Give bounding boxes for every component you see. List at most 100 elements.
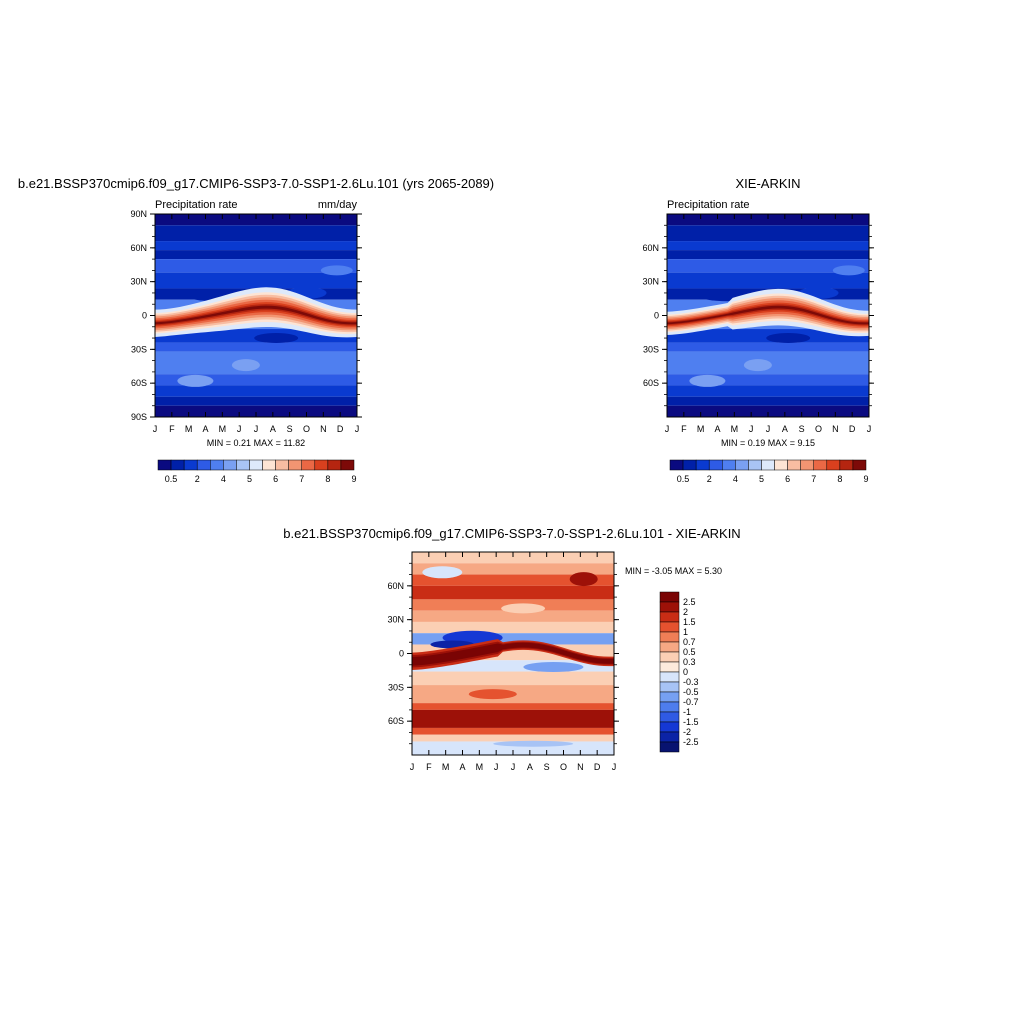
colorbar-label: 6 (785, 474, 790, 484)
colorbar-swatch (659, 661, 680, 673)
precip-patch (766, 333, 811, 344)
precip-zonal-band (667, 225, 869, 242)
colorbar-swatch (659, 631, 680, 643)
colorbar-swatch (275, 459, 289, 471)
diff-zonal-band (412, 671, 614, 686)
x-tick-label: M (476, 762, 484, 772)
panel-obs-colorbar: 0.5 2 4 5 6 7 8 9 (669, 459, 869, 484)
precip-patch (254, 333, 299, 344)
precip-zonal-band (667, 374, 869, 386)
x-tick-label: S (287, 424, 293, 434)
y-tick-label: 60N (642, 243, 659, 253)
y-tick-label: 90S (131, 412, 147, 422)
colorbar-swatch (301, 459, 316, 471)
colorbar-label: 5 (247, 474, 252, 484)
diff-patch (468, 689, 517, 700)
x-tick-label: J (254, 424, 259, 434)
colorbar-label: 0.7 (683, 637, 696, 647)
precip-zonal-band (155, 241, 357, 251)
panel-model-colorbar: 0.5 2 4 5 6 7 8 9 (157, 459, 357, 484)
y-tick-label: 60N (130, 243, 147, 253)
diff-zonal-band (412, 633, 614, 645)
colorbar-label: 1.5 (683, 617, 696, 627)
diff-zonal-band (412, 734, 614, 742)
x-tick-label: D (337, 424, 344, 434)
precip-zonal-band (155, 396, 357, 406)
colorbar-label: 9 (351, 474, 356, 484)
precip-zonal-band (667, 329, 869, 343)
colorbar-label: 0.3 (683, 657, 696, 667)
precip-zonal-band (667, 385, 869, 397)
precip-itcz-contour (667, 305, 869, 325)
precip-zonal-band (155, 259, 357, 273)
precip-zonal-band (155, 272, 357, 289)
x-tick-label: D (594, 762, 601, 772)
colorbar-swatch (659, 671, 680, 683)
precip-patch (231, 359, 260, 372)
x-tick-label: A (459, 762, 465, 772)
colorbar-swatch (340, 459, 355, 471)
colorbar-swatch (659, 691, 680, 703)
colorbar-swatch (669, 459, 684, 471)
colorbar-swatch (852, 459, 867, 471)
precip-zonal-band (667, 259, 869, 273)
colorbar-swatch (249, 459, 263, 471)
panel-model-stats: MIN = 0.21 MAX = 11.82 (207, 438, 305, 448)
diff-zonal-band (412, 610, 614, 622)
x-tick-label: A (714, 424, 720, 434)
colorbar-swatch (761, 459, 775, 471)
colorbar-swatch (170, 459, 185, 471)
y-tick-label: 30N (387, 615, 404, 625)
precip-patch (320, 265, 353, 276)
panel-model-variable-label: Precipitation rate (155, 199, 238, 211)
precip-zonal-band (667, 272, 869, 289)
colorbar-label: 8 (325, 474, 330, 484)
panel-model-contour-field (155, 214, 357, 417)
colorbar-swatch (659, 651, 680, 663)
x-tick-label: D (849, 424, 856, 434)
x-tick-label: O (303, 424, 310, 434)
colorbar-swatch (210, 459, 224, 471)
diff-zonal-band (412, 660, 614, 672)
precip-patch (689, 374, 726, 387)
colorbar-label: -0.3 (683, 677, 699, 687)
colorbar-label: -2 (683, 727, 691, 737)
precip-patch (743, 359, 772, 372)
diff-zonal-band (412, 727, 614, 735)
x-tick-label: A (202, 424, 208, 434)
colorbar-label: 1 (683, 627, 688, 637)
colorbar-label: 2 (683, 607, 688, 617)
x-tick-label: N (320, 424, 327, 434)
diff-itcz-contour (412, 642, 614, 666)
x-tick-label: O (560, 762, 567, 772)
x-tick-label: J (153, 424, 158, 434)
precip-zonal-band (155, 329, 357, 343)
x-tick-label: O (815, 424, 822, 434)
precip-patch (832, 265, 865, 276)
colorbar-swatch (659, 731, 680, 743)
y-tick-label: 30S (643, 344, 659, 354)
colorbar-label: 0.5 (677, 474, 690, 484)
colorbar-swatch (659, 601, 680, 613)
x-tick-label: J (237, 424, 242, 434)
precip-zonal-band (155, 342, 357, 352)
x-tick-label: F (426, 762, 432, 772)
x-tick-label: J (867, 424, 872, 434)
panel-diff-stats: MIN = -3.05 MAX = 5.30 (625, 566, 722, 576)
x-tick-label: J (766, 424, 771, 434)
colorbar-label: -1.5 (683, 717, 699, 727)
y-tick-label: 30S (131, 344, 147, 354)
colorbar-label: 0.5 (683, 647, 696, 657)
x-tick-label: M (697, 424, 705, 434)
precip-zonal-band (667, 241, 869, 251)
y-tick-label: 30N (642, 277, 659, 287)
precip-zonal-band (667, 405, 869, 417)
colorbar-swatch (196, 459, 211, 471)
colorbar-swatch (826, 459, 841, 471)
precip-zonal-band (667, 250, 869, 260)
colorbar-label: 8 (837, 474, 842, 484)
diff-zonal-band (412, 563, 614, 575)
